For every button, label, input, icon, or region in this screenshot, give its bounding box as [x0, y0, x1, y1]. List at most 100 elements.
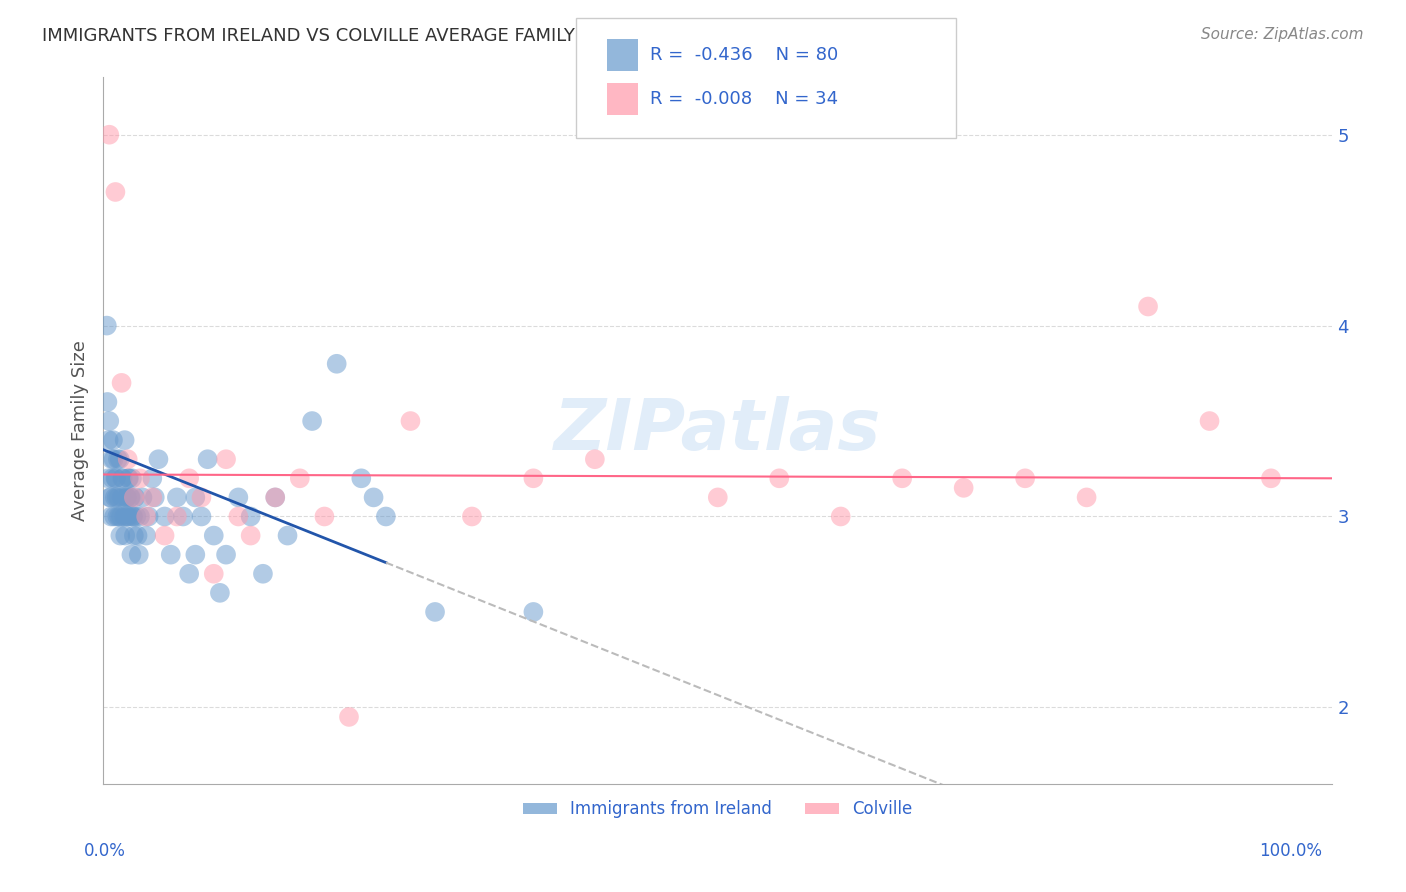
Point	[104, 185, 127, 199]
Point	[101, 471, 124, 485]
Point	[98, 491, 121, 505]
Point	[129, 509, 152, 524]
Point	[288, 471, 311, 485]
Point	[117, 509, 139, 524]
Point	[197, 452, 219, 467]
Point	[104, 491, 127, 505]
Point	[121, 509, 143, 524]
Point	[314, 509, 336, 524]
Point	[115, 491, 138, 505]
Point	[159, 548, 181, 562]
Point	[115, 509, 138, 524]
Point	[952, 481, 974, 495]
Point	[202, 566, 225, 581]
Point	[143, 491, 166, 505]
Point	[707, 491, 730, 505]
Point	[125, 509, 148, 524]
Point	[135, 509, 157, 524]
Point	[190, 509, 212, 524]
Point	[122, 491, 145, 505]
Point	[100, 491, 122, 505]
Point	[1014, 471, 1036, 485]
Point	[184, 491, 207, 505]
Point	[264, 491, 287, 505]
Point	[129, 471, 152, 485]
Point	[166, 491, 188, 505]
Y-axis label: Average Family Size: Average Family Size	[72, 340, 89, 521]
Point	[522, 605, 544, 619]
Point	[208, 586, 231, 600]
Point	[122, 509, 145, 524]
Point	[141, 471, 163, 485]
Point	[461, 509, 484, 524]
Point	[179, 566, 201, 581]
Point	[110, 376, 132, 390]
Point	[891, 471, 914, 485]
Point	[101, 433, 124, 447]
Point	[239, 528, 262, 542]
Point	[190, 491, 212, 505]
Point	[122, 528, 145, 542]
Point	[583, 452, 606, 467]
Point	[153, 528, 176, 542]
Text: R =  -0.008    N = 34: R = -0.008 N = 34	[650, 90, 838, 108]
Point	[120, 491, 142, 505]
Point	[100, 452, 122, 467]
Point	[112, 509, 135, 524]
Point	[118, 509, 141, 524]
Point	[96, 318, 118, 333]
Point	[264, 491, 287, 505]
Point	[153, 509, 176, 524]
Point	[114, 433, 136, 447]
Point	[117, 452, 139, 467]
Point	[100, 509, 122, 524]
Text: ZIPatlas: ZIPatlas	[554, 396, 882, 465]
Point	[111, 471, 134, 485]
Point	[252, 566, 274, 581]
Point	[128, 548, 150, 562]
Point	[117, 471, 139, 485]
Point	[105, 509, 128, 524]
Point	[215, 452, 238, 467]
Point	[228, 491, 250, 505]
Point	[97, 433, 120, 447]
Point	[111, 471, 134, 485]
Point	[1260, 471, 1282, 485]
Text: Source: ZipAtlas.com: Source: ZipAtlas.com	[1201, 27, 1364, 42]
Text: R =  -0.436    N = 80: R = -0.436 N = 80	[650, 46, 838, 64]
Point	[172, 509, 194, 524]
Point	[325, 357, 347, 371]
Point	[138, 509, 160, 524]
Point	[202, 528, 225, 542]
Legend: Immigrants from Ireland, Colville: Immigrants from Ireland, Colville	[517, 794, 920, 825]
Point	[179, 471, 201, 485]
Point	[121, 471, 143, 485]
Text: 100.0%: 100.0%	[1258, 842, 1322, 860]
Point	[131, 491, 153, 505]
Point	[148, 452, 170, 467]
Point	[98, 128, 121, 142]
Point	[105, 471, 128, 485]
Point	[830, 509, 852, 524]
Point	[108, 509, 131, 524]
Point	[363, 491, 385, 505]
Point	[120, 548, 142, 562]
Point	[135, 528, 157, 542]
Text: IMMIGRANTS FROM IRELAND VS COLVILLE AVERAGE FAMILY SIZE CORRELATION CHART: IMMIGRANTS FROM IRELAND VS COLVILLE AVER…	[42, 27, 821, 45]
Point	[115, 491, 138, 505]
Point	[301, 414, 323, 428]
Point	[127, 528, 149, 542]
Point	[103, 509, 125, 524]
Point	[337, 710, 360, 724]
Point	[110, 491, 132, 505]
Point	[768, 471, 790, 485]
Point	[97, 471, 120, 485]
Point	[118, 471, 141, 485]
Point	[107, 491, 129, 505]
Point	[104, 471, 127, 485]
Point	[399, 414, 422, 428]
Point	[114, 528, 136, 542]
Point	[423, 605, 446, 619]
Point	[184, 548, 207, 562]
Point	[96, 395, 118, 409]
